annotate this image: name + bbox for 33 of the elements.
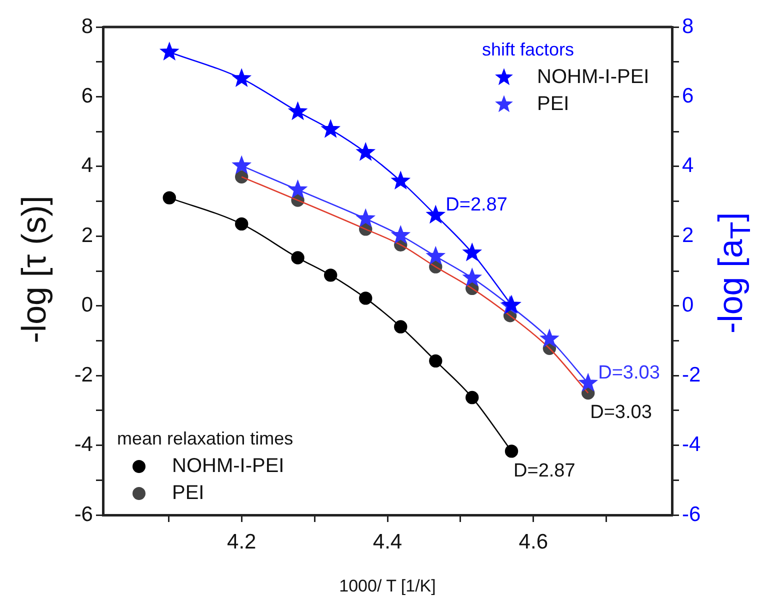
y-tick-label: -4 [74,433,94,456]
x-tick-label: 4.6 [518,530,548,554]
y2-tick-label: 0 [682,294,694,317]
y2-tick-label: 4 [682,154,694,178]
y2-tick-label: 8 [682,14,694,38]
x-tick-label: 4.4 [372,530,402,554]
y-tick-label: 0 [81,294,93,317]
x-axis-title: 1000/ T [1/K] [339,576,436,596]
legend-label: NOHM-I-PEI [172,455,284,478]
y-tick-label: 6 [81,84,93,108]
annotation: D=3.03 [590,402,652,424]
x-tick-label: 4.2 [227,530,256,554]
point [162,191,176,204]
y-tick-label: 4 [81,154,94,178]
y2-tick-label: -2 [682,363,701,386]
y-tick-label: -6 [74,502,93,526]
y2-tick-label: -4 [682,433,701,456]
y-tick-label: 8 [81,14,93,38]
y-axis-title: -log [τ (s)] [16,194,54,346]
legend-label: PEI [537,93,570,116]
legend-label: PEI [172,482,204,504]
y2-tick-label: 6 [682,84,694,108]
point [504,444,518,458]
annotation: D=2.87 [514,460,576,482]
y2-tick-label: -6 [682,502,701,526]
y2-tick-label: 2 [682,224,694,247]
text: mean relaxation times [117,428,294,448]
y-tick-label: -2 [74,363,93,386]
text: shift factors [482,39,574,60]
y-tick-label: 2 [81,224,93,247]
annotation: D=3.03 [598,362,660,384]
annotation: D=2.87 [446,194,508,216]
legend-label: NOHM-I-PEI [537,66,650,88]
